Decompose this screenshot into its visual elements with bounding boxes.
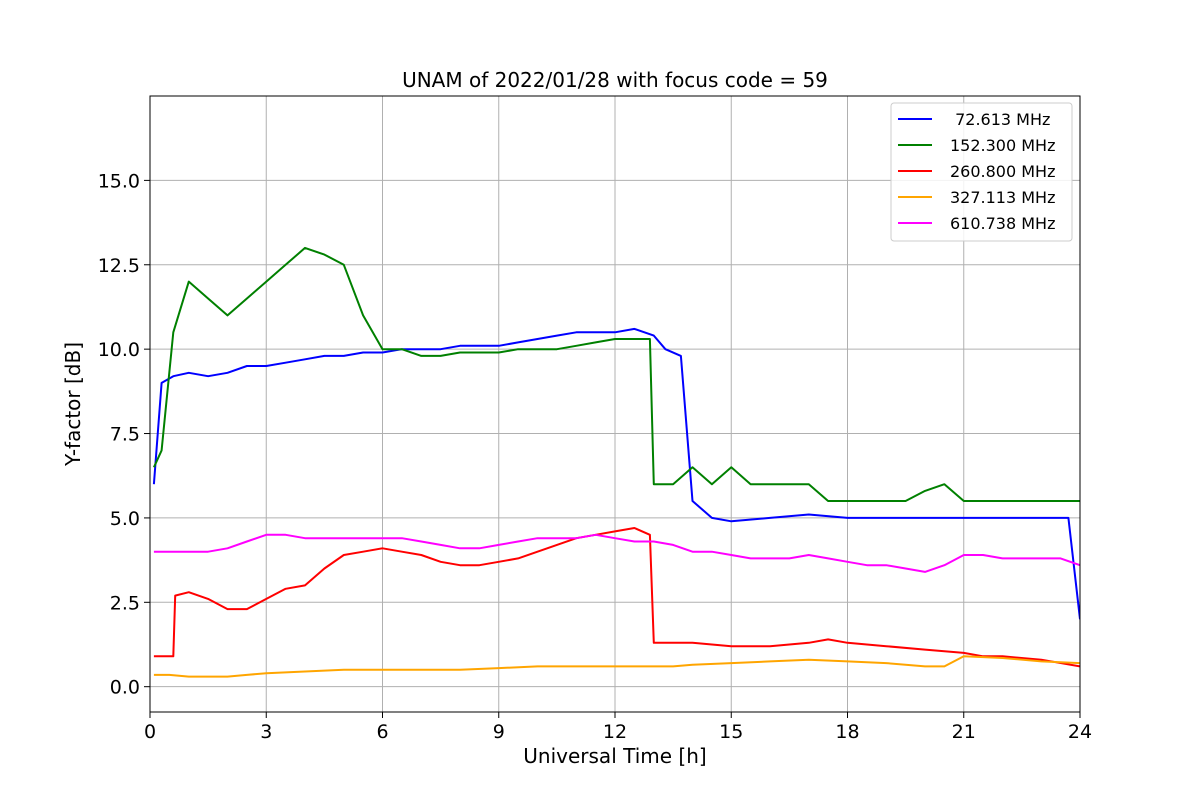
y-tick-label: 15.0 — [98, 170, 140, 192]
legend-label-0: 72.613 MHz — [950, 110, 1050, 129]
series-line-0 — [152, 327, 1080, 620]
grid-lines — [149, 96, 1081, 712]
x-tick-label: 15 — [719, 721, 743, 743]
x-axis-label: Universal Time [h] — [523, 744, 706, 768]
y-tick-label: 5.0 — [110, 508, 140, 530]
y-axis-label: Y-factor [dB] — [61, 342, 85, 467]
x-tick-label: 24 — [1068, 721, 1092, 743]
y-tick-label: 2.5 — [110, 592, 140, 614]
legend-label-4: 610.738 MHz — [950, 214, 1055, 233]
series-line-4 — [153, 533, 1080, 573]
chart-title: UNAM of 2022/01/28 with focus code = 59 — [402, 68, 828, 92]
legend-label-1: 152.300 MHz — [950, 136, 1055, 155]
series-line-2 — [153, 527, 1080, 668]
legend-label-3: 327.113 MHz — [950, 188, 1055, 207]
series-lines — [152, 246, 1080, 678]
y-axis: 0.0 2.5 5.0 7.5 10.0 12.5 15.0 — [98, 170, 150, 699]
legend-box — [890, 102, 1073, 242]
legend: 72.613 MHz 152.300 MHz 260.800 MHz 327.113 … — [890, 102, 1073, 242]
legend-label-2: 260.800 MHz — [950, 162, 1055, 181]
x-tick-label: 3 — [260, 721, 272, 743]
y-tick-label: 7.5 — [110, 424, 140, 446]
x-tick-label: 12 — [603, 721, 627, 743]
x-tick-label: 18 — [835, 721, 859, 743]
y-tick-label: 12.5 — [98, 255, 140, 277]
series-line-3 — [153, 655, 1080, 678]
y-tick-label: 0.0 — [110, 677, 140, 699]
y-tick-label: 10.0 — [98, 339, 140, 361]
x-tick-label: 6 — [376, 721, 388, 743]
series-line-1 — [152, 246, 1080, 502]
x-axis: 0 3 6 9 12 15 18 21 24 — [144, 712, 1092, 743]
x-tick-label: 0 — [144, 721, 156, 743]
x-tick-label: 21 — [952, 721, 976, 743]
x-tick-label: 9 — [493, 721, 505, 743]
